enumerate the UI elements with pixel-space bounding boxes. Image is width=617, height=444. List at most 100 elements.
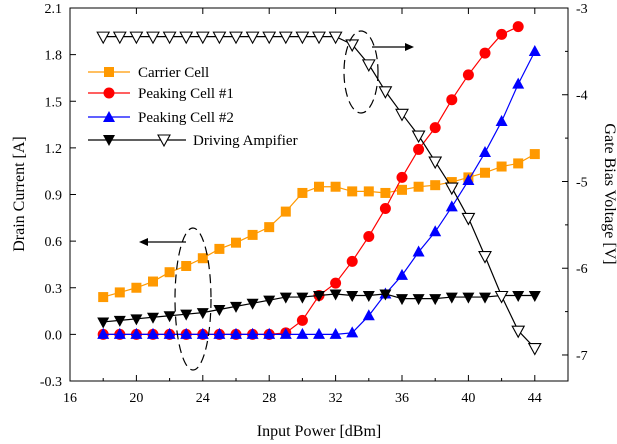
data-point [163, 327, 176, 339]
data-point [296, 292, 309, 304]
data-point [131, 282, 142, 293]
data-point [313, 327, 325, 339]
y-tick-label: -0.3 [40, 375, 62, 390]
data-point [330, 181, 341, 192]
data-point [329, 327, 342, 339]
plot-area [69, 7, 569, 382]
x-tick-label: 32 [329, 391, 343, 406]
data-point [295, 31, 310, 45]
data-point [247, 229, 258, 240]
data-point [495, 114, 508, 126]
x-tick-label: 36 [395, 391, 409, 406]
data-point [246, 327, 259, 339]
data-point [231, 237, 241, 248]
data-point [496, 161, 507, 172]
series-driving-ampifier-3 [97, 289, 541, 329]
data-point [445, 200, 458, 212]
legend-driving-label: Driving Ampifier [193, 133, 298, 149]
data-point [180, 309, 193, 321]
data-point [313, 291, 325, 303]
y-axis-label: Drain Current [A] [11, 136, 28, 252]
data-point [263, 327, 276, 339]
data-point [297, 187, 308, 198]
legend-peaking1-label: Peaking Cell #1 [138, 86, 234, 102]
y2-tick-label: -5 [576, 175, 588, 190]
legend-peaking1-marker [103, 87, 115, 99]
data-point [412, 294, 425, 306]
data-point [314, 181, 324, 192]
data-point [279, 327, 292, 339]
data-point [412, 245, 425, 257]
data-point [263, 295, 276, 307]
data-point [512, 21, 524, 33]
series-gate-bias-4 [96, 31, 542, 356]
data-point [479, 292, 491, 304]
data-point [462, 174, 475, 186]
x-tick-label: 28 [262, 391, 276, 406]
legend-carrier-label: Carrier Cell [138, 65, 209, 81]
data-point [446, 94, 458, 106]
legend: Carrier Cell Peaking Cell #1 Peaking Cel… [88, 65, 298, 149]
data-point [462, 292, 475, 304]
data-point [479, 146, 491, 158]
y2-axis-label: Gate Bias Voltage [V] [601, 123, 617, 264]
data-point [413, 143, 425, 155]
data-point [446, 177, 457, 188]
data-point [479, 47, 491, 59]
data-point [496, 28, 508, 40]
data-point [480, 167, 490, 178]
x-tick-label: 20 [129, 391, 143, 406]
data-point [164, 267, 175, 278]
data-point [396, 294, 408, 306]
data-point [97, 317, 110, 329]
data-point [347, 186, 358, 197]
data-point [262, 31, 277, 45]
data-point [329, 289, 342, 301]
data-point [130, 314, 143, 326]
y-tick-label: 0.3 [45, 282, 63, 297]
data-point [428, 156, 443, 170]
data-point [230, 327, 242, 339]
data-point [179, 31, 194, 45]
data-point [478, 251, 492, 264]
data-point [461, 212, 476, 226]
data-point [197, 253, 208, 264]
data-point [413, 181, 424, 192]
data-point [245, 31, 260, 45]
data-point [113, 315, 126, 327]
y2-tick-label: -7 [576, 349, 588, 364]
y-tick-label: 0.0 [45, 328, 63, 343]
data-point [361, 59, 376, 73]
data-point [529, 149, 540, 160]
right-axis-arrow-head [405, 43, 414, 51]
data-point [411, 130, 426, 144]
data-point [429, 294, 442, 306]
data-point [130, 327, 143, 339]
data-point [345, 39, 360, 53]
data-point [146, 31, 160, 45]
data-point [445, 292, 458, 304]
data-point [512, 77, 525, 89]
data-point [196, 308, 209, 320]
data-point [97, 327, 110, 339]
y-tick-label: 2.1 [45, 2, 63, 17]
series-carrier-cell-0 [98, 149, 540, 303]
data-point [148, 276, 158, 287]
legend-carrier-marker [104, 67, 114, 77]
data-point [396, 171, 408, 183]
data-point [430, 180, 441, 191]
data-point [330, 277, 342, 289]
legend-peaking2-label: Peaking Cell #2 [138, 110, 234, 126]
data-point [462, 69, 474, 81]
x-tick-label: 44 [528, 391, 542, 406]
x-tick-label: 24 [196, 391, 210, 406]
left-axis-group-ellipse [174, 227, 212, 371]
data-point [113, 327, 126, 339]
data-point [429, 122, 441, 134]
data-point [362, 309, 375, 321]
data-point [397, 184, 407, 195]
data-point [195, 31, 210, 45]
data-point [494, 290, 509, 304]
data-point [147, 312, 159, 324]
data-point [363, 230, 375, 242]
